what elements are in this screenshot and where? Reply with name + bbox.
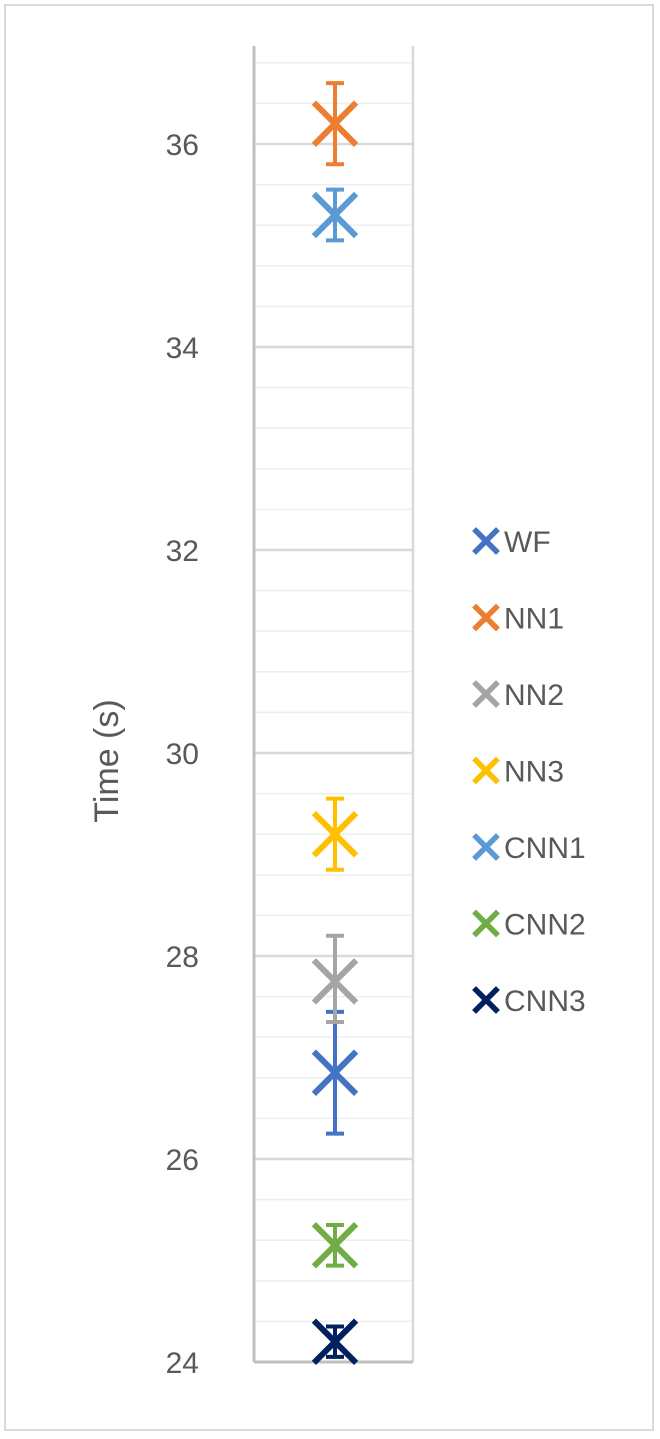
legend-label: NN3 xyxy=(504,756,564,789)
y-tick-label: 36 xyxy=(166,129,199,162)
legend-marker xyxy=(472,756,500,785)
chart-frame: 24 26 28 30 32 34 36 Time (s) WF NN1 NN2 NN3 CNN1 C… xyxy=(4,4,654,1431)
series-cnn2 xyxy=(311,1222,359,1269)
legend-marker xyxy=(472,833,500,861)
y-tick-label: 28 xyxy=(166,941,199,974)
legend-label: WF xyxy=(504,526,551,559)
legend-marker xyxy=(472,909,500,938)
legend-item-nn1: NN1 xyxy=(472,603,564,636)
tick-labels: 24 26 28 30 32 34 36 xyxy=(166,129,199,1380)
legend-label: NN1 xyxy=(504,603,564,636)
legend-marker xyxy=(472,986,500,1014)
legend-marker xyxy=(472,603,500,632)
data-point-marker xyxy=(311,100,359,147)
axis-layer xyxy=(252,46,415,1364)
legend-marker xyxy=(472,527,500,555)
data-point-marker xyxy=(311,1222,359,1269)
data-point-marker xyxy=(311,1318,359,1365)
data-point-marker xyxy=(311,810,359,858)
data-point-marker xyxy=(311,958,359,1005)
data-point-marker xyxy=(311,1049,359,1096)
series-cnn3 xyxy=(311,1318,359,1365)
series-nn1 xyxy=(311,81,359,167)
legend-label: CNN1 xyxy=(504,832,586,865)
chart-svg: 24 26 28 30 32 34 36 Time (s) WF NN1 NN2 NN3 CNN1 C… xyxy=(88,46,586,1380)
legend-item-nn2: NN2 xyxy=(472,679,564,712)
legend-item-cnn2: CNN2 xyxy=(472,909,586,942)
y-tick-label: 32 xyxy=(166,535,199,568)
legend-label: CNN3 xyxy=(504,985,586,1018)
legend-item-nn3: NN3 xyxy=(472,756,564,789)
series-nn2 xyxy=(311,933,359,1024)
legend-item-cnn3: CNN3 xyxy=(472,985,586,1018)
y-tick-label: 26 xyxy=(166,1144,199,1177)
legend-item-cnn1: CNN1 xyxy=(472,832,586,865)
legend: WF NN1 NN2 NN3 CNN1 CNN2 CNN3 xyxy=(472,526,586,1018)
y-axis-title: Time (s) xyxy=(88,699,126,822)
data-marks xyxy=(311,81,359,1365)
legend-marker xyxy=(472,680,500,708)
legend-label: NN2 xyxy=(504,679,564,712)
series-cnn1 xyxy=(311,187,359,243)
y-tick-label: 24 xyxy=(166,1347,199,1380)
series-wf xyxy=(311,1009,359,1136)
data-point-marker xyxy=(311,191,359,239)
legend-item-wf: WF xyxy=(472,526,551,559)
y-tick-label: 30 xyxy=(166,738,199,771)
legend-label: CNN2 xyxy=(504,909,586,942)
series-nn3 xyxy=(311,796,359,872)
grid-layer xyxy=(254,62,413,1364)
y-tick-label: 34 xyxy=(166,332,199,365)
